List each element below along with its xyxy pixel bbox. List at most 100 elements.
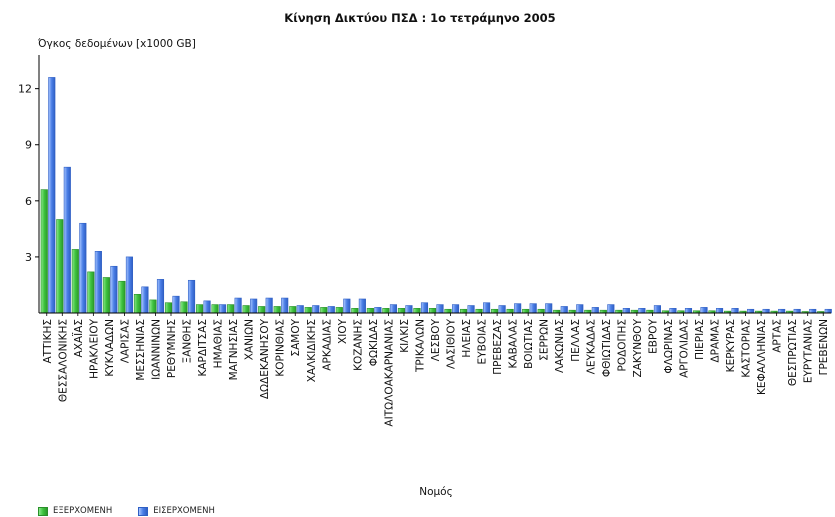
bar-outgoing [522, 308, 530, 314]
bar-outgoing [413, 308, 421, 314]
x-tick-label: ΑΡΓΟΛΙΔΑΣ [678, 319, 690, 378]
bar-incoming [809, 308, 817, 314]
bar-outgoing [428, 308, 437, 314]
bar-outgoing [87, 271, 95, 314]
bar-outgoing [164, 302, 173, 314]
x-tick-label: ΣΑΜΟΥ [290, 318, 302, 356]
bar-outgoing [304, 307, 312, 314]
bar-incoming [529, 303, 537, 314]
bar-incoming [327, 306, 335, 314]
y-tick-label: 6 [25, 195, 32, 208]
bar-incoming [514, 303, 522, 314]
bar-incoming [312, 305, 320, 314]
bar-incoming [483, 302, 491, 314]
bar-incoming [281, 297, 289, 314]
bar-incoming [389, 304, 397, 314]
x-tick-label: ΑΧΑΪΑΣ [72, 319, 85, 357]
bar-incoming [560, 306, 568, 314]
x-tick-label: ΡΟΔΟΠΗΣ [616, 319, 628, 371]
x-tick-label: ΛΑΚΩΝΙΑΣ [554, 319, 566, 373]
bar-incoming [156, 279, 165, 314]
x-tick-label: ΘΕΣΣΑΛΟΝΙΚΗΣ [57, 319, 69, 402]
y-axis-label: Όγκος δεδομένων [x1000 GB] [37, 38, 196, 50]
bar-outgoing [133, 293, 141, 314]
x-tick-label: ΓΡΕΒΕΝΩΝ [818, 319, 830, 375]
legend-item-incoming: ΕΙΣΕΡΧΟΜΕΝΗ [138, 506, 215, 516]
bar-outgoing [195, 304, 204, 314]
x-tick-label: ΧΙΟΥ [337, 318, 349, 344]
x-tick-label: ΚΕΡΚΥΡΑΣ [725, 319, 737, 372]
bar-incoming [141, 286, 149, 314]
bar-incoming [607, 304, 615, 314]
bar-incoming [420, 302, 429, 314]
x-tick-label: ΚΟΡΙΝΘΙΑΣ [275, 319, 287, 377]
bar-outgoing [491, 308, 499, 314]
bar-outgoing [475, 308, 483, 314]
bar-outgoing [273, 306, 281, 314]
bar-outgoing [227, 304, 235, 314]
legend: ΕΞΕΡΧΟΜΕΝΗ ΕΙΣΕΡΧΟΜΕΝΗ [38, 505, 241, 517]
bar-incoming [63, 166, 71, 314]
x-tick-label: ΧΑΝΙΩΝ [244, 319, 256, 360]
bar-incoming [467, 305, 475, 314]
x-tick-label: ΠΙΕΡΙΑΣ [694, 319, 706, 360]
bar-incoming [778, 308, 786, 314]
x-tick-label: ΔΩΔΕΚΑΝΗΣΟΥ [259, 318, 271, 399]
bar-outgoing [506, 308, 514, 314]
bar-incoming [110, 265, 118, 314]
bar-outgoing [537, 308, 545, 314]
bar-incoming [591, 307, 599, 314]
x-tick-label: ΔΡΑΜΑΣ [710, 319, 722, 363]
bar-outgoing [71, 249, 79, 314]
x-tick-label: ΗΜΑΘΙΑΣ [213, 319, 225, 368]
y-tick-label: 12 [18, 83, 32, 96]
legend-item-outgoing: ΕΞΕΡΧΟΜΕΝΗ [38, 506, 112, 516]
bar-incoming [125, 256, 133, 314]
bar-incoming [576, 304, 584, 314]
bar-incoming [715, 308, 724, 314]
bar-outgoing [102, 277, 110, 314]
x-tick-label: ΛΑΣΙΘΙΟΥ [446, 318, 458, 369]
bar-incoming [358, 298, 366, 314]
bar-incoming [374, 307, 382, 314]
bar-outgoing [180, 301, 188, 314]
bar-outgoing [459, 308, 468, 314]
x-tick-label: ΤΡΙΚΑΛΩΝ [414, 319, 426, 373]
bar-incoming [451, 304, 460, 314]
x-tick-label: ΚΕΦΑΛΛΗΝΙΑΣ [756, 319, 768, 395]
x-tick-label: ΣΕΡΡΩΝ [539, 319, 551, 361]
x-tick-label: ΑΡΤΑΣ [772, 319, 784, 353]
x-tick-label: ΛΕΣΒΟΥ [430, 318, 442, 361]
bar-incoming [638, 308, 646, 314]
chart-title: Κίνηση Δικτύου ΠΣΔ : 1ο τετράμηνο 2005 [284, 11, 555, 25]
bar-incoming [498, 305, 506, 314]
x-tick-label: ΕΒΡΟΥ [647, 318, 659, 353]
x-tick-label: ΚΙΛΚΙΣ [399, 319, 411, 353]
y-tick-label: 9 [25, 139, 32, 152]
bar-incoming [48, 77, 56, 314]
bar-outgoing [56, 219, 64, 314]
bar-incoming [94, 251, 102, 314]
bar-outgoing [335, 307, 343, 314]
x-tick-label: ΘΕΣΠΡΩΤΙΑΣ [787, 319, 799, 386]
bar-outgoing [382, 308, 390, 314]
x-tick-label: ΗΡΑΚΛΕΙΟΥ [88, 318, 100, 378]
bar-outgoing [211, 304, 219, 314]
bar-incoming [684, 308, 693, 314]
x-tick-label: ΗΛΕΙΑΣ [461, 319, 473, 358]
x-tick-label: ΦΛΩΡΙΝΑΣ [663, 319, 675, 374]
bar-incoming [296, 305, 304, 314]
bar-incoming [653, 305, 661, 314]
bar-incoming [234, 297, 242, 314]
x-tick-label: ΑΡΚΑΔΙΑΣ [321, 319, 333, 371]
bar-incoming [203, 300, 211, 314]
bar-incoming [79, 222, 87, 314]
bar-outgoing [149, 299, 157, 314]
bar-incoming [250, 298, 258, 314]
legend-swatch-outgoing [38, 506, 48, 516]
x-tick-label: ΚΑΣΤΟΡΙΑΣ [741, 319, 753, 378]
x-tick-label: ΙΩΑΝΝΙΝΩΝ [150, 319, 162, 380]
bar-outgoing [258, 306, 266, 314]
bar-incoming [343, 298, 351, 314]
